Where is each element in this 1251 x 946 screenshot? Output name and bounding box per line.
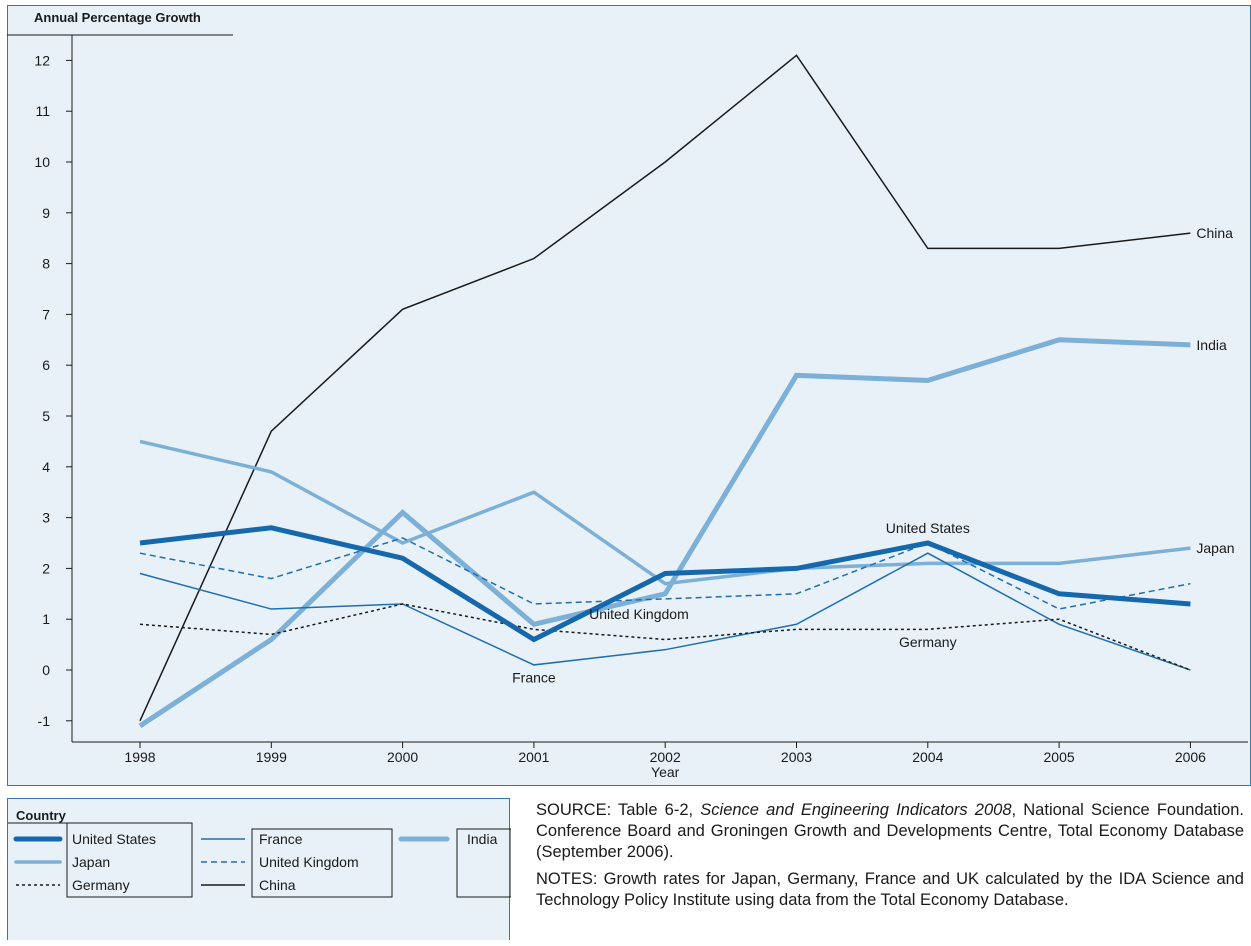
x-tick-label: 2005 <box>1044 749 1075 765</box>
series-annotation: United States <box>886 520 970 536</box>
series-annotation: Germany <box>899 634 957 650</box>
y-axis-label: Annual Percentage Growth <box>34 10 201 25</box>
x-tick-label: 2006 <box>1175 749 1206 765</box>
y-tick-label: 3 <box>42 510 50 526</box>
series-line-france <box>139 552 1191 671</box>
x-tick-label: 2002 <box>650 749 681 765</box>
y-tick-label: 4 <box>42 459 50 475</box>
x-tick-label: 2000 <box>387 749 418 765</box>
x-tick-label: 2001 <box>518 749 549 765</box>
legend-label: United States <box>72 831 156 847</box>
y-tick-label: 10 <box>34 154 50 170</box>
y-tick-label: -1 <box>38 713 51 729</box>
legend-title: Country <box>16 808 66 823</box>
y-tick-label: 7 <box>42 306 50 322</box>
x-axis-label: Year <box>651 764 680 780</box>
line-chart: Annual Percentage Growth-101234567891011… <box>7 10 1248 780</box>
series-annotation: France <box>512 670 556 686</box>
series-end-label: China <box>1196 225 1233 241</box>
series-annotation: United Kingdom <box>589 606 689 622</box>
legend-frame <box>251 828 393 898</box>
legend-label: France <box>259 831 303 847</box>
series-line-japan <box>139 439 1191 586</box>
y-tick-label: 11 <box>35 103 50 119</box>
legend-label: India <box>467 831 498 847</box>
legend-label: United Kingdom <box>259 854 359 870</box>
y-tick-label: 1 <box>42 611 50 627</box>
y-tick-label: 0 <box>42 662 50 678</box>
series-end-label: India <box>1196 337 1227 353</box>
labels-layer: China India Japan United States United Kingd… <box>512 225 1234 686</box>
y-tick-label: 12 <box>34 52 50 68</box>
series-line-india <box>138 337 1191 728</box>
y-tick-label: 9 <box>42 205 50 221</box>
x-tick-label: 2003 <box>781 749 812 765</box>
source-text: SOURCE: Table 6-2, Science and Engineeri… <box>536 801 1244 861</box>
series-layer <box>138 54 1191 728</box>
axes: Annual Percentage Growth-101234567891011… <box>7 10 1248 780</box>
legend-label: Germany <box>72 877 130 893</box>
x-tick-label: 1998 <box>124 749 155 765</box>
y-tick-label: 6 <box>42 357 50 373</box>
x-tick-label: 2004 <box>912 749 943 765</box>
legend-panel: United States Japan Germany France United Ki… <box>7 798 512 940</box>
y-tick-label: 5 <box>42 408 50 424</box>
legend-label: China <box>259 877 296 893</box>
series-line-china <box>139 54 1191 722</box>
legend: United States Japan Germany France United Ki… <box>8 822 512 898</box>
x-tick-label: 1999 <box>256 749 287 765</box>
series-line-united-states <box>139 525 1191 643</box>
y-tick-label: 2 <box>42 560 50 576</box>
series-line-germany <box>139 603 1191 671</box>
legend-label: Japan <box>72 854 110 870</box>
chart-panel <box>7 5 1251 786</box>
y-tick-label: 8 <box>42 256 50 272</box>
series-end-label: Japan <box>1196 540 1234 556</box>
source-notes: SOURCE: Table 6-2, Science and Engineeri… <box>536 800 1244 917</box>
legend-frame <box>66 822 193 898</box>
notes-text: NOTES: Growth rates for Japan, Germany, … <box>536 870 1244 909</box>
